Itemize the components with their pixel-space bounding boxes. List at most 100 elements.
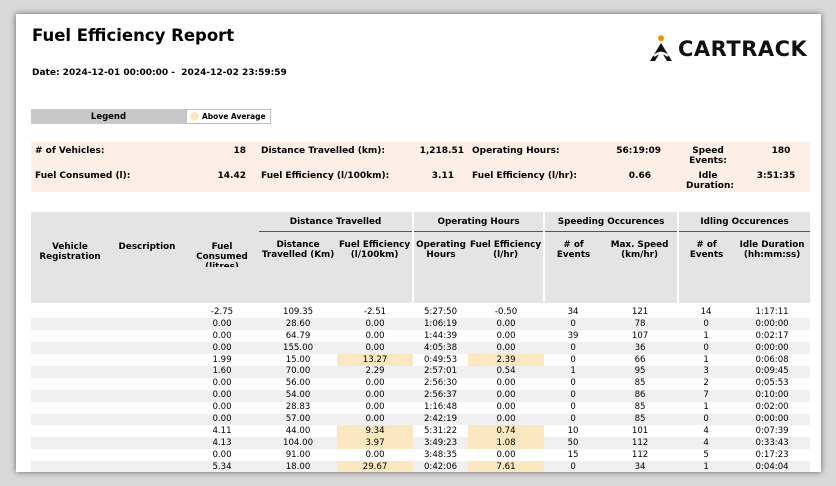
cell-idle-events: 1 [678,461,735,472]
cell-description [109,377,185,390]
cell-fuel-eff-hr: -0.50 [468,306,545,319]
cell-speed-events: 0 [544,354,603,366]
cell-idle-duration: 1:17:11 [734,306,811,319]
cell-fuel-consumed: 1.60 [185,365,260,378]
cell-idle-duration: 0:17:23 [734,449,811,462]
table-row: 0.00 54.00 0.00 2:56:37 0.00 0 86 7 0:10:00 [31,389,811,402]
col-max-speed: Max. Speed (km/hr) [602,231,679,303]
cell-operating-hours: 2:56:30 [413,377,469,390]
cell-idle-events: 14 [678,306,735,319]
cell-idle-duration: 0:00:00 [734,413,811,426]
cell-max-speed: 85 [602,401,679,414]
cell-speed-events: 10 [544,425,603,438]
cell-speed-events: 0 [544,389,603,402]
cell-speed-events: 0 [544,342,603,355]
cell-speed-events: 0 [544,377,603,390]
cell-vehicle-registration [31,342,109,355]
cell-fuel-eff-hr: 0.00 [468,413,545,426]
cell-fuel-consumed: 0.00 [185,449,260,462]
cell-distance: 18.00 [259,461,338,472]
cell-distance: 70.00 [259,365,338,378]
cell-operating-hours: 1:16:48 [413,401,469,414]
cell-fuel-consumed: 0.00 [185,389,260,402]
cell-max-speed: 101 [602,425,679,438]
table-row: 1.60 70.00 2.29 2:57:01 0.54 1 95 3 0:09:45 [31,365,811,378]
fuel-consumed-label: Fuel Consumed (l): [35,171,131,181]
cartrack-logo: CARTRACK [648,34,807,64]
col-description: Description [109,231,185,303]
cell-fuel-eff-hr: 0.00 [468,342,545,355]
cell-fuel-consumed: 0.00 [185,330,260,343]
cell-fuel-eff-100: -2.51 [337,306,414,319]
col-operating-hours: Operating Hours [412,231,469,303]
group-speeding-occurences: Speeding Occurences [543,212,679,232]
summary-panel: # of Vehicles: 18 Fuel Consumed (l): 14.… [31,142,810,192]
col-idle-events: # of Events [677,231,735,303]
cell-idle-events: 5 [678,449,735,462]
cell-max-speed: 36 [602,342,679,355]
distance-value: 1,218.51 [419,146,464,156]
vehicles-value: 18 [233,146,246,156]
cell-fuel-eff-100: 13.27 [337,354,414,366]
cell-idle-events: 0 [678,342,735,355]
cell-max-speed: 34 [602,461,679,472]
fuel-eff-100-value: 3.11 [431,171,454,181]
cell-idle-duration: 0:02:00 [734,401,811,414]
cell-vehicle-registration [31,413,109,426]
cell-distance: 56.00 [259,377,338,390]
cell-description [109,461,185,472]
cell-fuel-consumed: 5.34 [185,461,260,472]
cell-fuel-eff-100: 0.00 [337,413,414,426]
cell-idle-duration: 0:09:45 [734,365,811,378]
cell-fuel-eff-hr: 0.00 [468,389,545,402]
col-distance-travelled: Distance Travelled (Km) [259,231,338,303]
col-fuel-consumed: Fuel Consumed (litres) [185,231,260,303]
cell-description [109,306,185,319]
cell-distance: 64.79 [259,330,338,343]
group-distance-travelled: Distance Travelled [259,212,414,232]
cell-fuel-eff-hr: 1.08 [468,437,545,450]
cell-idle-duration: 0:00:00 [734,318,811,331]
cell-operating-hours: 0:49:53 [413,354,469,366]
cell-idle-events: 0 [678,413,735,426]
cell-description [109,413,185,426]
cell-idle-events: 3 [678,365,735,378]
legend-item-label: Above Average [202,112,266,121]
cell-fuel-consumed: 1.99 [185,354,260,366]
cell-fuel-eff-hr: 0.00 [468,449,545,462]
cell-speed-events: 0 [544,461,603,472]
cell-vehicle-registration [31,306,109,319]
cell-fuel-eff-hr: 2.39 [468,354,545,366]
group-operating-hours: Operating Hours [412,212,545,232]
cell-vehicle-registration [31,425,109,438]
table-row: 0.00 91.00 0.00 3:48:35 0.00 15 112 5 0:17:23 [31,449,811,462]
cell-vehicle-registration [31,330,109,343]
cell-fuel-eff-100: 0.00 [337,389,414,402]
cell-fuel-consumed: -2.75 [185,306,260,319]
cell-fuel-eff-100: 0.00 [337,449,414,462]
report-page: Fuel Efficiency Report Date: 2024-12-01 … [16,14,821,472]
cell-speed-events: 0 [544,401,603,414]
cell-max-speed: 107 [602,330,679,343]
cell-distance: 54.00 [259,389,338,402]
cell-idle-duration: 0:33:43 [734,437,811,450]
cell-fuel-eff-100: 0.00 [337,330,414,343]
report-date-range: Date: 2024-12-01 00:00:00 - 2024-12-02 2… [32,68,287,78]
cell-max-speed: 112 [602,437,679,450]
cell-description [109,437,185,450]
cell-speed-events: 0 [544,413,603,426]
table-row: 0.00 57.00 0.00 2:42:19 0.00 0 85 0 0:00:00 [31,413,811,426]
cell-vehicle-registration [31,401,109,414]
cell-operating-hours: 3:48:35 [413,449,469,462]
cell-description [109,318,185,331]
cell-operating-hours: 1:06:19 [413,318,469,331]
cell-description [109,354,185,366]
cell-vehicle-registration [31,461,109,472]
cell-operating-hours: 2:57:01 [413,365,469,378]
col-fuel-efficiency-hr: Fuel Efficiency (l/hr) [468,231,545,303]
cell-vehicle-registration [31,318,109,331]
cell-vehicle-registration [31,377,109,390]
table-row: 1.99 15.00 13.27 0:49:53 2.39 0 66 1 0:06:08 [31,354,811,366]
cell-description [109,425,185,438]
cell-description [109,449,185,462]
